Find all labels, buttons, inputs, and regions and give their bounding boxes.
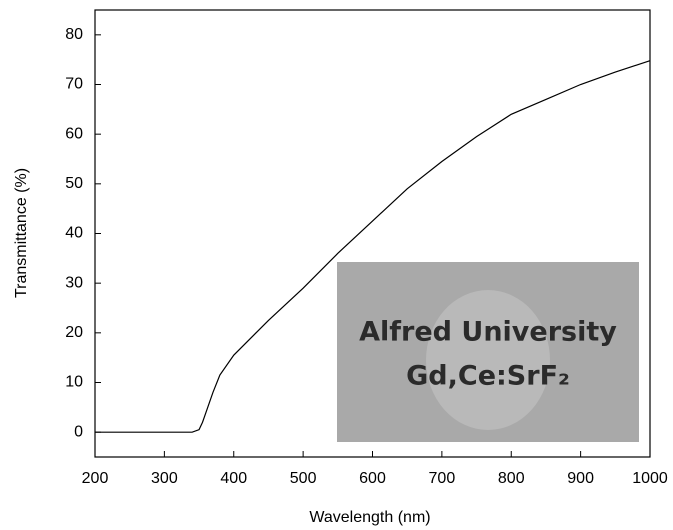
inset-label: Gd,Ce:SrF₂: [406, 361, 570, 392]
x-tick-label: 400: [220, 470, 247, 487]
x-tick-label: 600: [359, 470, 386, 487]
y-tick-label: 30: [65, 274, 83, 291]
y-tick-label: 40: [65, 225, 83, 242]
x-tick-label: 900: [567, 470, 594, 487]
x-tick-label: 700: [429, 470, 456, 487]
x-tick-label: 1000: [632, 470, 668, 487]
y-tick-label: 50: [65, 175, 83, 192]
data-line: [95, 60, 651, 433]
x-axis-title: Wavelength (nm): [309, 509, 430, 526]
y-tick-label: 70: [65, 76, 83, 93]
y-tick-label: 0: [74, 423, 83, 440]
y-tick-label: 10: [65, 374, 83, 391]
y-tick-label: 60: [65, 125, 83, 142]
inset-sample: [426, 290, 550, 430]
inset-photo: Alfred University Gd,Ce:SrF₂: [337, 262, 639, 442]
x-tick-label: 300: [151, 470, 178, 487]
y-tick-label: 80: [65, 26, 83, 43]
x-tick-label: 500: [290, 470, 317, 487]
y-axis-title: Transmittance (%): [13, 168, 30, 298]
x-tick-label: 800: [498, 470, 525, 487]
x-tick-label: 200: [82, 470, 109, 487]
y-tick-label: 20: [65, 324, 83, 341]
inset-label: Alfred University: [359, 317, 617, 348]
